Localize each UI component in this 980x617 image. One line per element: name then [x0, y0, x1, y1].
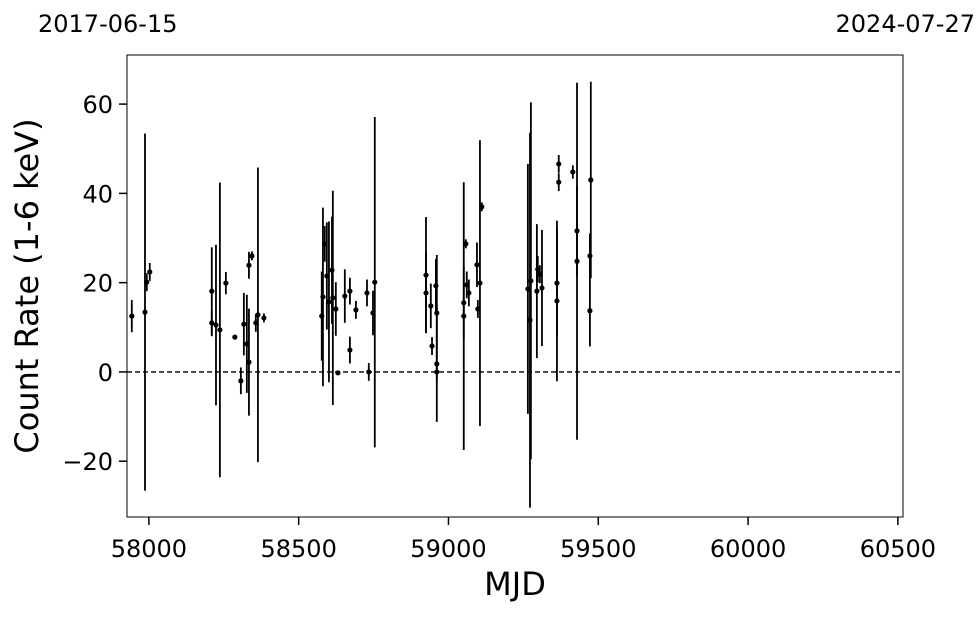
- x-tick-label: 58500: [260, 535, 336, 563]
- data-point: [129, 313, 135, 319]
- data-point: [342, 293, 348, 299]
- data-point: [574, 228, 580, 234]
- data-point: [423, 290, 429, 296]
- data-point: [223, 280, 229, 286]
- x-tick-label: 59500: [560, 535, 636, 563]
- data-point: [255, 312, 261, 318]
- data-point: [477, 280, 483, 286]
- y-tick-label: 40: [82, 180, 113, 208]
- y-tick-label: 60: [82, 91, 113, 119]
- y-tick-label: −20: [62, 448, 113, 476]
- data-point: [147, 269, 153, 275]
- data-point: [528, 278, 534, 284]
- data-point: [347, 288, 353, 294]
- data-point: [372, 279, 378, 285]
- data-point: [320, 294, 326, 300]
- y-tick-label: 0: [98, 359, 113, 387]
- data-point: [333, 306, 339, 312]
- x-tick-label: 60000: [710, 535, 786, 563]
- data-point: [335, 370, 341, 376]
- top-right-date: 2024-07-27: [836, 10, 975, 38]
- data-point: [261, 315, 267, 321]
- data-point: [330, 295, 336, 301]
- data-point: [142, 309, 148, 315]
- x-tick-label: 60500: [860, 535, 936, 563]
- data-point: [479, 204, 485, 210]
- data-point: [353, 307, 359, 313]
- data-point: [556, 179, 562, 185]
- data-point: [238, 378, 244, 384]
- data-point: [539, 285, 545, 291]
- data-point: [246, 262, 252, 268]
- data-point: [556, 161, 562, 167]
- data-point: [209, 288, 215, 294]
- data-point: [347, 347, 353, 353]
- x-tick-label: 59000: [410, 535, 486, 563]
- plot-frame: [126, 54, 904, 518]
- data-point: [534, 288, 540, 294]
- data-point: [209, 320, 215, 326]
- data-point: [554, 280, 560, 286]
- data-point: [213, 322, 219, 328]
- data-point: [366, 369, 372, 375]
- data-point: [429, 343, 435, 349]
- x-axis-label: MJD: [484, 565, 546, 603]
- x-tick-label: 58000: [111, 535, 187, 563]
- data-point: [461, 313, 467, 319]
- data-point: [466, 290, 472, 296]
- data-point: [364, 290, 370, 296]
- data-point: [232, 334, 238, 340]
- data-point: [587, 308, 593, 314]
- top-left-date: 2017-06-15: [38, 10, 177, 38]
- data-point: [241, 321, 247, 327]
- y-tick-label: 20: [82, 270, 113, 298]
- data-point: [428, 303, 434, 309]
- data-point: [474, 262, 480, 268]
- data-point: [463, 241, 469, 247]
- y-axis-label: Count Rate (1-6 keV): [8, 118, 46, 453]
- data-point: [246, 359, 252, 365]
- data-point: [434, 369, 440, 375]
- data-point: [217, 327, 223, 333]
- data-point: [570, 169, 576, 175]
- data-point: [588, 177, 594, 183]
- data-point: [249, 253, 255, 259]
- data-point: [144, 279, 150, 285]
- data-point: [326, 299, 332, 305]
